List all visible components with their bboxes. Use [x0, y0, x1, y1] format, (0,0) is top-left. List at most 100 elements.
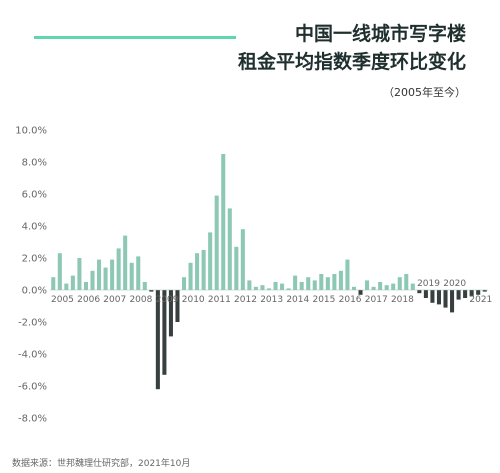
- bar: [116, 248, 121, 290]
- bar: [319, 274, 324, 290]
- chart-subtitle: （2005年至今）: [383, 86, 466, 99]
- bar: [443, 290, 448, 308]
- title-accent-line: [34, 36, 236, 39]
- bar: [482, 290, 487, 292]
- bar: [463, 290, 468, 298]
- bar: [181, 277, 187, 290]
- bar: [436, 290, 441, 305]
- y-tick-label: 10.0%: [15, 126, 47, 137]
- bar: [338, 270, 343, 290]
- bar: [430, 290, 435, 303]
- bar: [378, 282, 383, 290]
- x-year-label: 2015: [312, 295, 335, 305]
- y-tick-label: -8.0%: [18, 414, 47, 425]
- bar: [306, 277, 311, 290]
- bar: [90, 270, 95, 290]
- bar: [365, 280, 370, 290]
- bar: [188, 262, 193, 290]
- bar: [286, 288, 291, 290]
- bar: [332, 274, 337, 290]
- bar: [476, 290, 481, 295]
- x-year-label: 2008: [129, 295, 152, 305]
- x-year-label: 2021: [469, 295, 492, 305]
- y-tick-label: 2.0%: [22, 254, 47, 265]
- x-year-label: 2009: [156, 295, 179, 305]
- bar: [456, 290, 461, 300]
- bar: [404, 274, 409, 290]
- bar: [293, 275, 298, 290]
- bar: [136, 256, 141, 290]
- bar: [123, 235, 128, 290]
- bar: [103, 267, 108, 290]
- y-tick-label: -4.0%: [18, 350, 47, 361]
- bar: [345, 259, 350, 290]
- y-tick-label: 4.0%: [22, 222, 47, 233]
- bar: [142, 282, 147, 290]
- bar: [469, 290, 474, 297]
- y-tick-label: 8.0%: [22, 158, 47, 169]
- bar: [410, 283, 415, 290]
- bar: [247, 280, 252, 290]
- bar: [253, 286, 258, 290]
- y-tick-label: -2.0%: [18, 318, 47, 329]
- bar: [351, 286, 357, 290]
- bar: [450, 290, 455, 313]
- bar: [149, 290, 154, 292]
- bar: [358, 290, 363, 295]
- x-year-label: 2017: [365, 295, 388, 305]
- x-year-label: 2012: [234, 295, 257, 305]
- x-year-label: 2011: [208, 295, 231, 305]
- x-year-label: 2016: [339, 295, 362, 305]
- bar: [195, 253, 200, 290]
- bar: [266, 288, 272, 290]
- bar: [168, 290, 173, 337]
- x-year-label: 2013: [260, 295, 283, 305]
- bar: [208, 232, 213, 290]
- x-year-label: 2019: [417, 279, 440, 289]
- bar: [201, 250, 206, 290]
- bar: [391, 283, 396, 290]
- data-source-note: 数据来源：世邦魏理仕研究部，2021年10月: [12, 459, 191, 469]
- y-tick-label: 0.0%: [22, 286, 47, 297]
- bar: [214, 195, 219, 290]
- x-year-label: 2014: [286, 295, 309, 305]
- bar: [51, 277, 56, 290]
- x-year-label: 2020: [443, 279, 466, 289]
- bar: [312, 280, 317, 290]
- bar: [417, 290, 422, 294]
- bar: [260, 285, 265, 290]
- bar: [227, 208, 232, 290]
- y-tick-label: 6.0%: [22, 190, 47, 201]
- bar: [64, 283, 69, 290]
- bar: [384, 285, 389, 290]
- bar: [70, 275, 75, 290]
- bar: [77, 258, 82, 290]
- x-year-label: 2007: [103, 295, 126, 305]
- bar: [57, 253, 62, 290]
- bar: [273, 282, 278, 290]
- y-tick-label: -6.0%: [18, 382, 47, 393]
- x-year-label: 2006: [77, 295, 100, 305]
- bar: [234, 246, 239, 290]
- bar: [423, 290, 428, 298]
- bar-chart: 10.0% 8.0% 6.0% 4.0% 2.0% 0.0% -2.0% -4.0% -6.0%…: [15, 126, 492, 425]
- chart-title-line2: 租金平均指数季度环比变化: [237, 51, 466, 73]
- bar: [280, 283, 285, 290]
- bar: [325, 277, 330, 290]
- bar: [97, 259, 102, 290]
- chart-title-line1: 中国一线城市写字楼: [294, 23, 466, 45]
- bar: [240, 229, 245, 290]
- bar: [83, 282, 88, 290]
- bar: [371, 286, 376, 290]
- x-year-label: 2018: [391, 295, 414, 305]
- bar: [175, 290, 180, 322]
- bar: [155, 290, 160, 390]
- bar: [397, 277, 402, 290]
- bar: [110, 259, 115, 290]
- bar: [221, 154, 226, 290]
- x-year-label: 2010: [182, 295, 205, 305]
- bar: [162, 290, 167, 375]
- bar: [129, 262, 134, 290]
- bar: [299, 282, 304, 290]
- x-year-label: 2005: [51, 295, 74, 305]
